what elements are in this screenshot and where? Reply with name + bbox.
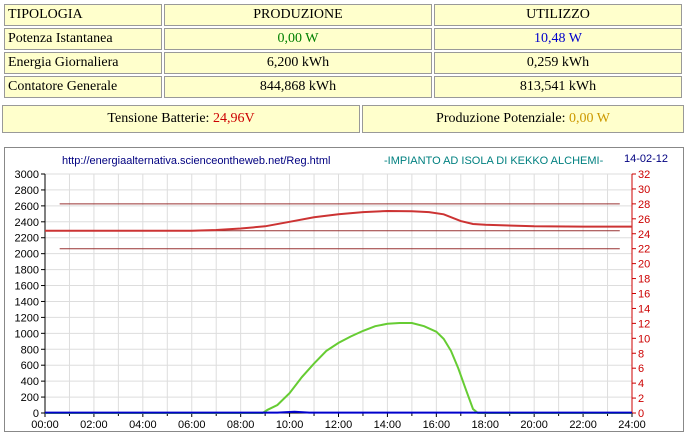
y-left-tick-label: 1000 [15, 328, 39, 340]
y-right-tick-label: 4 [638, 378, 644, 390]
series-line [45, 322, 632, 414]
y-right-tick-label: 18 [638, 274, 650, 286]
y-right-tick-label: 28 [638, 199, 650, 211]
y-left-tick-label: 800 [21, 344, 39, 356]
row-label: Potenza Istantanea [4, 28, 162, 50]
battery-voltage-panel: Tensione Batterie: 24,96V [2, 105, 360, 133]
header-utilizzo: UTILIZZO [434, 4, 682, 26]
y-right-tick-label: 30 [638, 184, 650, 196]
table-row: Contatore Generale 844,868 kWh 813,541 k… [4, 76, 682, 98]
y-right-tick-label: 20 [638, 259, 650, 271]
prod-value: 6,200 kWh [164, 52, 432, 74]
status-bar: Tensione Batterie: 24,96V Produzione Pot… [2, 105, 684, 133]
y-right-tick-label: 26 [638, 214, 650, 226]
y-left-tick-label: 2000 [15, 249, 39, 261]
util-value: 813,541 kWh [434, 76, 682, 98]
y-right-tick-label: 16 [638, 289, 650, 301]
x-tick-label: 08:00 [227, 419, 255, 431]
chart-url: http://energiaalternativa.scienceonthewe… [62, 155, 330, 167]
y-right-tick-label: 6 [638, 363, 644, 375]
battery-label: Tensione Batterie: [107, 111, 210, 126]
battery-value: 24,96V [212, 111, 255, 126]
row-label: Energia Giornaliera [4, 52, 162, 74]
y-left-tick-label: 3000 [15, 169, 39, 181]
series-line [45, 410, 632, 414]
x-tick-label: 24:00 [618, 419, 646, 431]
chart-date: 14-02-12 [624, 153, 668, 165]
x-tick-label: 10:00 [276, 419, 304, 431]
y-left-tick-label: 1200 [15, 312, 39, 324]
y-left-tick-label: 2800 [15, 185, 39, 197]
util-value: 10,48 W [434, 28, 682, 50]
potential-label: Produzione Potenziale: [436, 111, 566, 126]
x-tick-label: 12:00 [325, 419, 353, 431]
power-voltage-chart: http://energiaalternativa.scienceonthewe… [15, 153, 669, 431]
y-right-tick-label: 22 [638, 244, 650, 256]
y-right-tick-label: 0 [638, 408, 644, 420]
prod-value: 844,868 kWh [164, 76, 432, 98]
potential-value: 0,00 W [569, 111, 610, 126]
y-right-tick-label: 12 [638, 318, 650, 330]
y-right-tick-label: 14 [638, 303, 650, 315]
x-tick-label: 22:00 [569, 419, 597, 431]
y-left-tick-label: 2600 [15, 201, 39, 213]
table-row: Potenza Istantanea 0,00 W 10,48 W [4, 28, 682, 50]
prod-value: 0,00 W [164, 28, 432, 50]
y-left-tick-label: 600 [21, 360, 39, 372]
header-tipologia: TIPOLOGIA [4, 4, 162, 26]
util-value: 0,259 kWh [434, 52, 682, 74]
x-tick-label: 06:00 [178, 419, 206, 431]
y-left-tick-label: 400 [21, 376, 39, 388]
row-label: Contatore Generale [4, 76, 162, 98]
x-tick-label: 14:00 [374, 419, 402, 431]
x-tick-label: 02:00 [80, 419, 108, 431]
table-row: Energia Giornaliera 6,200 kWh 0,259 kWh [4, 52, 682, 74]
y-right-tick-label: 24 [638, 229, 650, 241]
series-line [45, 209, 632, 232]
y-right-tick-label: 8 [638, 348, 644, 360]
y-left-tick-label: 1600 [15, 281, 39, 293]
chart-frame [4, 147, 684, 432]
y-right-tick-label: 32 [638, 169, 650, 181]
y-left-tick-label: 200 [21, 392, 39, 404]
header-produzione: PRODUZIONE [164, 4, 432, 26]
potential-production-panel: Produzione Potenziale: 0,00 W [362, 105, 684, 133]
y-left-tick-label: 1400 [15, 296, 39, 308]
y-left-tick-label: 1800 [15, 265, 39, 277]
y-left-tick-label: 0 [33, 408, 39, 420]
y-left-tick-label: 2400 [15, 217, 39, 229]
chart-title: -IMPIANTO AD ISOLA DI KEKKO ALCHEMI- [384, 155, 604, 167]
stats-header-row: TIPOLOGIA PRODUZIONE UTILIZZO [4, 4, 682, 26]
x-tick-label: 00:00 [31, 419, 59, 431]
x-tick-label: 16:00 [423, 419, 451, 431]
y-right-tick-label: 10 [638, 333, 650, 345]
x-tick-label: 18:00 [471, 419, 499, 431]
y-left-tick-label: 2200 [15, 233, 39, 245]
y-right-tick-label: 2 [638, 393, 644, 405]
stats-table: TIPOLOGIA PRODUZIONE UTILIZZO Potenza Is… [2, 2, 684, 100]
x-tick-label: 04:00 [129, 419, 157, 431]
x-tick-label: 20:00 [520, 419, 548, 431]
